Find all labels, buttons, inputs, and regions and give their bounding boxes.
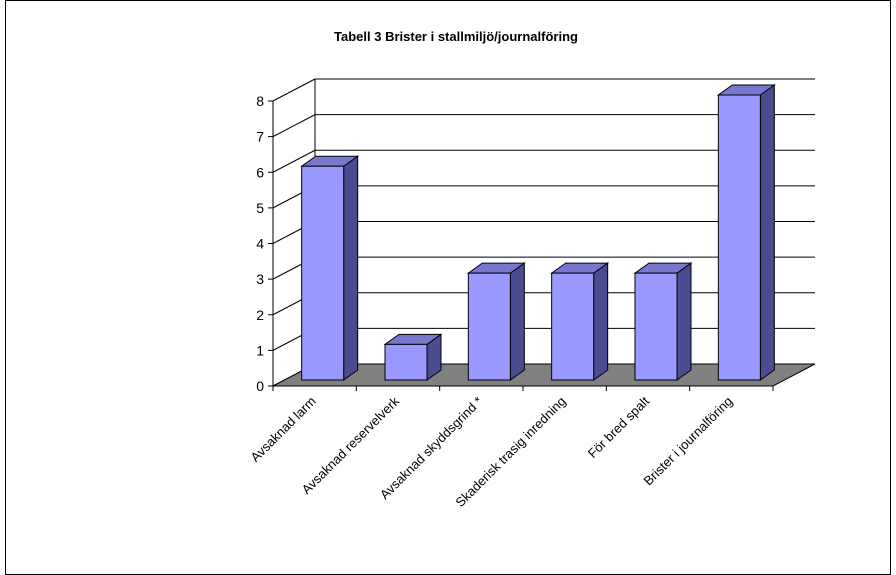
- y-tick-label: 0: [256, 378, 264, 394]
- chart-title: Tabell 3 Brister i stallmiljö/journalför…: [334, 29, 578, 44]
- y-tick-label: 6: [256, 164, 264, 180]
- bar-front: [634, 272, 678, 381]
- y-tick-label: 5: [256, 200, 264, 216]
- side-gridline: [272, 78, 316, 102]
- bar: [300, 155, 360, 381]
- bar-side: [509, 262, 525, 381]
- y-tick-label: 7: [256, 129, 264, 145]
- side-gridline: [272, 114, 316, 138]
- bars: [300, 84, 776, 381]
- y-tick-label: 8: [256, 93, 264, 109]
- x-category-label: Brister i journalföring: [641, 394, 736, 489]
- bar-front: [467, 272, 511, 381]
- bar-front: [301, 165, 345, 381]
- bar-front: [717, 94, 761, 381]
- y-tick-label: 2: [256, 307, 264, 323]
- y-tick-label: 3: [256, 271, 264, 287]
- bar-side: [676, 262, 692, 381]
- bar: [716, 84, 776, 381]
- x-category-label: Avsaknad larm: [248, 394, 319, 465]
- bar-side: [343, 155, 359, 381]
- bar-side: [593, 262, 609, 381]
- bar: [383, 333, 443, 381]
- side-gridline: [272, 149, 316, 173]
- y-tick-label: 4: [256, 236, 264, 252]
- y-tick-label: 1: [256, 342, 264, 358]
- bar: [633, 262, 693, 381]
- bar-side: [759, 84, 775, 381]
- bar-front: [384, 343, 428, 381]
- bar: [466, 262, 526, 381]
- bar: [550, 262, 610, 381]
- x-category-label: För bred spalt: [585, 393, 653, 461]
- bar-front: [551, 272, 595, 381]
